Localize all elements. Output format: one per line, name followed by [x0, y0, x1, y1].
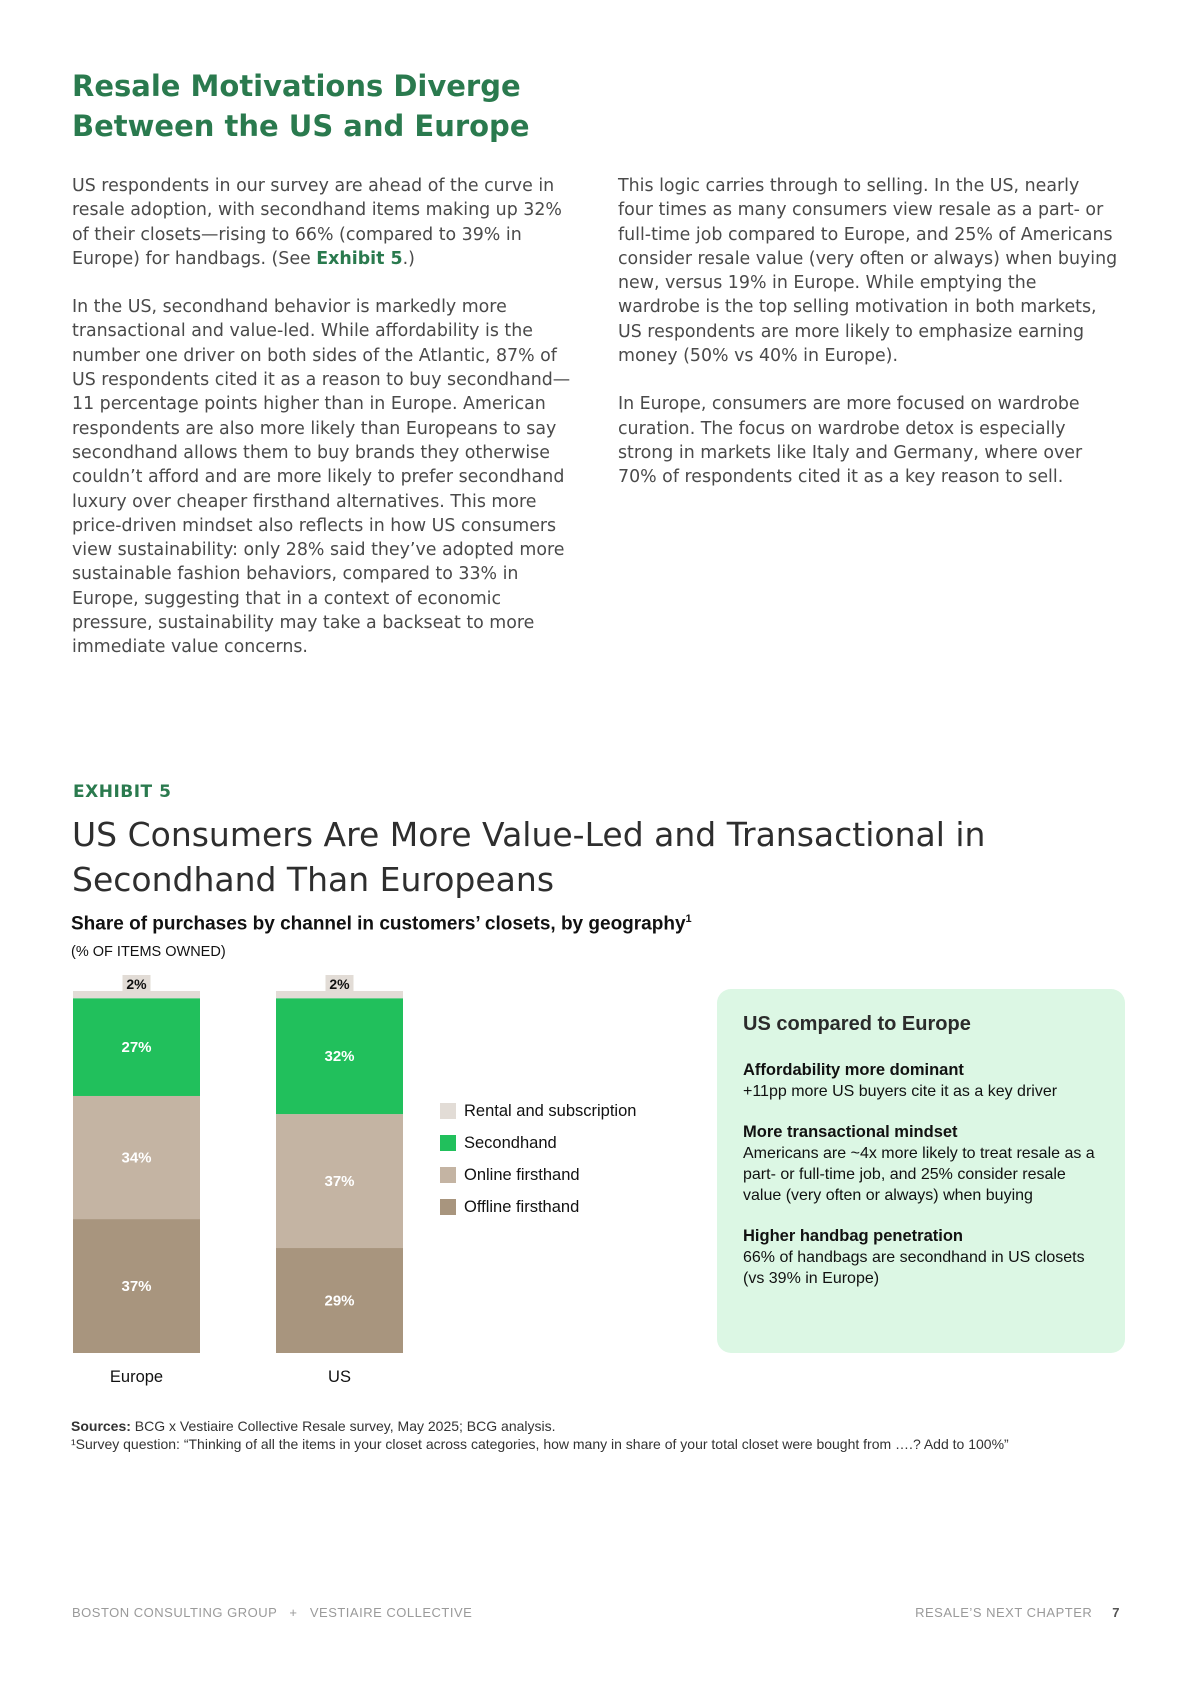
bar-segment-europe-rental-and-subscription [73, 991, 200, 999]
legend-swatch [440, 1167, 456, 1183]
callout-block-transactional: More transactional mindset Americans are… [743, 1122, 1099, 1206]
legend-swatch [440, 1135, 456, 1151]
callout-block-handbag: Higher handbag penetration 66% of handba… [743, 1226, 1099, 1289]
bar-segment-us-offline-firsthand [276, 1248, 403, 1353]
page-title: Resale Motivations Diverge Between the U… [72, 69, 530, 143]
bar-segment-us-secondhand [276, 998, 403, 1115]
chart-title-footnote-marker: 1 [685, 913, 692, 925]
legend-label: Rental and subscription [464, 1101, 637, 1120]
page-number: 7 [1112, 1605, 1120, 1620]
bar-value-label: 2% [329, 976, 350, 992]
exhibit-label: EXHIBIT 5 [73, 782, 172, 802]
legend-label: Offline firsthand [464, 1197, 580, 1216]
callout-heading: Higher handbag penetration [743, 1227, 964, 1245]
footer-right: RESALE’S NEXT CHAPTER 7 [915, 1605, 1120, 1620]
legend-label: Online firsthand [464, 1165, 580, 1184]
stacked-bar-chart: 37% 34% 27% 2% Europe 29% 37% 32% 2% US [73, 975, 403, 1386]
callout-heading: More transactional mindset [743, 1123, 958, 1141]
bar-segment-us-online-firsthand [276, 1114, 403, 1249]
legend-item-secondhand: Secondhand [440, 1127, 636, 1159]
left-paragraph-1-end: .) [402, 248, 415, 269]
callout-heading: Affordability more dominant [743, 1061, 964, 1079]
bar-value-label: 29% [324, 1293, 354, 1310]
sources-label: Sources: [71, 1418, 131, 1434]
right-column: This logic carries through to selling. I… [618, 174, 1118, 514]
legend-item-online-firsthand: Online firsthand [440, 1159, 636, 1191]
callout-title: US compared to Europe [743, 1013, 971, 1035]
comparison-callout: US compared to Europe Affordability more… [717, 989, 1125, 1353]
bar-value-label: 37% [324, 1173, 354, 1190]
chart-title-text: Share of purchases by channel in custome… [71, 913, 686, 935]
right-paragraph-1: This logic carries through to selling. I… [618, 176, 1118, 367]
bar-segment-us-rental-and-subscription [276, 991, 403, 999]
bar-value-label-background [122, 975, 151, 991]
left-paragraph-2: In the US, secondhand behavior is marked… [72, 297, 571, 658]
bar-segment-europe-secondhand [73, 998, 200, 1096]
chart-title: Share of purchases by channel in custome… [71, 913, 692, 935]
category-label-europe: Europe [110, 1368, 163, 1386]
exhibit-reference-link[interactable]: Exhibit 5 [316, 248, 403, 269]
callout-block-affordability: Affordability more dominant +11pp more U… [743, 1060, 1099, 1102]
callout-text: +11pp more US buyers cite it as a key dr… [743, 1083, 1058, 1100]
footer-doc-title: RESALE’S NEXT CHAPTER [915, 1605, 1093, 1620]
bar-value-label: 37% [121, 1278, 151, 1295]
left-column: US respondents in our survey are ahead o… [72, 174, 584, 684]
sources-line: Sources: BCG x Vestiaire Collective Resa… [71, 1417, 1009, 1435]
footnote: ¹Survey question: “Thinking of all the i… [71, 1436, 1009, 1452]
bar-value-label: 2% [126, 976, 147, 992]
legend-item-rental-and-subscription: Rental and subscription [440, 1095, 636, 1127]
legend-item-offline-firsthand: Offline firsthand [440, 1191, 636, 1223]
sources-text: BCG x Vestiaire Collective Resale survey… [130, 1418, 556, 1434]
footer-left: BOSTON CONSULTING GROUP + VESTIAIRE COLL… [72, 1605, 473, 1620]
callout-text: 66% of handbags are secondhand in US clo… [743, 1249, 1085, 1287]
right-paragraph-2: In Europe, consumers are more focused on… [618, 394, 1083, 488]
exhibit-title: US Consumers Are More Value-Led and Tran… [72, 815, 986, 899]
bar-value-label: 32% [324, 1048, 354, 1065]
legend-label: Secondhand [464, 1133, 557, 1152]
legend-swatch [440, 1103, 456, 1119]
category-label-us: US [328, 1368, 351, 1386]
bar-value-label: 34% [121, 1150, 151, 1167]
bar-segment-europe-offline-firsthand [73, 1219, 200, 1353]
legend-swatch [440, 1199, 456, 1215]
callout-text: Americans are ~4x more likely to treat r… [743, 1145, 1095, 1204]
bar-value-label-background [325, 975, 354, 991]
bar-value-label: 27% [121, 1039, 151, 1056]
chart-subtitle: (% OF ITEMS OWNED) [71, 944, 226, 960]
sources-note: Sources: BCG x Vestiaire Collective Resa… [71, 1417, 1009, 1453]
left-paragraph-1-text: US respondents in our survey are ahead o… [72, 176, 562, 269]
left-paragraph-1: US respondents in our survey are ahead o… [72, 174, 584, 271]
chart-legend: Rental and subscription Secondhand Online … [440, 1095, 636, 1223]
bar-segment-europe-online-firsthand [73, 1095, 200, 1220]
